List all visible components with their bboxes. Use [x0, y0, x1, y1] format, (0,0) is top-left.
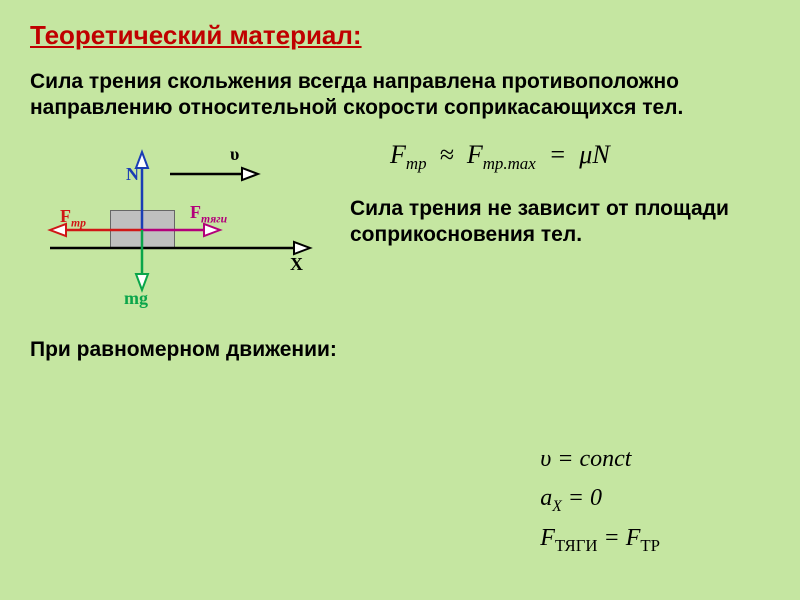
friction-diagram: Nυ Fтр Fтяги Xmg [30, 130, 350, 310]
vector-v-label: υ [230, 144, 239, 165]
uniform-motion-formulas: υ = conctaX = 0FТЯГИ = FТР [540, 440, 660, 560]
vector-Ftyagi-arrowhead [204, 224, 220, 236]
vector-X-label: X [290, 254, 303, 275]
vector-N-label: N [126, 164, 139, 185]
vector-Ftr-label: Fтр [60, 206, 86, 230]
paragraph-2: Сила трения не зависит от площади соприк… [350, 196, 770, 249]
paragraph-3: При равномерном движении: [30, 338, 770, 362]
vector-mg-label: mg [124, 288, 148, 309]
friction-formula: Fтр ≈ Fтр.max = μN [390, 140, 770, 174]
row-diagram-and-formula: Nυ Fтр Fтяги Xmg Fтр ≈ Fтр.max = μN Сила тр… [30, 130, 770, 310]
page: Теоретический материал: Сила трения скол… [0, 0, 800, 600]
vector-v-arrowhead [242, 168, 258, 180]
vector-X-arrowhead [294, 242, 310, 254]
paragraph-1: Сила трения скольжения всегда направлена… [30, 69, 770, 122]
right-column: Fтр ≈ Fтр.max = μN Сила трения не зависи… [350, 130, 770, 249]
vector-Ftyagi-label: Fтяги [190, 202, 227, 226]
page-title: Теоретический материал: [30, 20, 770, 51]
